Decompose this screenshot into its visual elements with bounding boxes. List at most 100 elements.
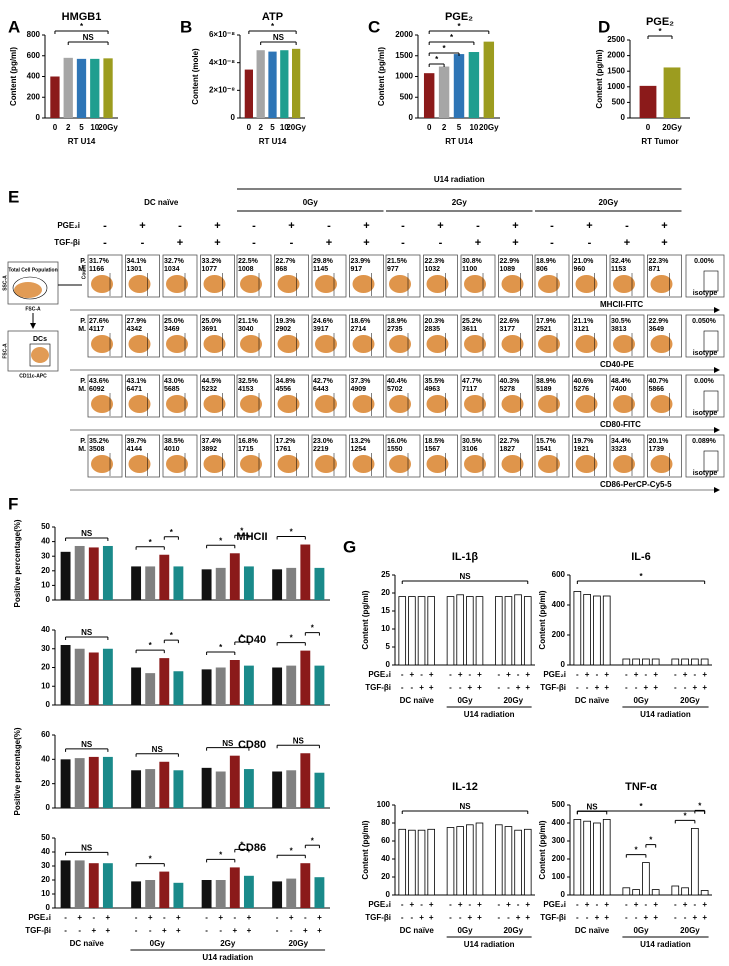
sign: + (702, 683, 707, 692)
percent-label: 20.3% (425, 318, 446, 325)
y-tick-label: 1500 (395, 51, 413, 60)
sign: - (517, 670, 520, 679)
percent-label: 35.2% (89, 438, 110, 445)
bar (90, 58, 100, 118)
marker-label: CD80-FITC (600, 420, 641, 429)
y-tick-label: 20 (41, 663, 50, 672)
mfi-label: 3813 (611, 326, 627, 333)
sign: + (429, 900, 434, 909)
mfi-label: 4963 (425, 386, 441, 393)
percent-label: 31.7% (89, 258, 110, 265)
significance-label: NS (81, 529, 93, 538)
significance-label: * (240, 526, 244, 535)
mfi-label: 4556 (276, 386, 292, 393)
significance-label: * (635, 846, 639, 855)
sign: + (653, 913, 658, 922)
isotype-percent: 0.00% (694, 258, 715, 265)
bar (272, 569, 283, 600)
sign: - (205, 926, 208, 935)
y-tick-label: 300 (552, 836, 566, 845)
y-tick-label: 15 (381, 606, 390, 615)
group-label: DC naïve (575, 696, 610, 705)
mfi-label: 5276 (574, 386, 590, 393)
bar (602, 595, 611, 666)
sign: - (233, 913, 236, 922)
bar (60, 645, 71, 705)
row-label: P. (80, 378, 86, 385)
sign: + (91, 926, 96, 935)
bar (691, 828, 699, 896)
sign: - (449, 900, 452, 909)
sign: - (411, 913, 414, 922)
percent-label: 43.0% (164, 378, 185, 385)
group-label: DC naïve (400, 696, 435, 705)
sign: + (525, 913, 530, 922)
flow-cloud (240, 275, 262, 293)
bar (286, 665, 297, 705)
y-tick-label: 20 (381, 872, 390, 881)
y-axis-label: Content (mole) (191, 48, 200, 105)
percent-label: 42.7% (313, 378, 334, 385)
bar (173, 770, 184, 808)
mfi-label: 1145 (313, 266, 328, 273)
bar (466, 824, 474, 896)
group-label: 0Gy (303, 198, 319, 207)
significance-label: NS (81, 628, 93, 637)
chart-title: ATP (262, 11, 283, 23)
significance-label: * (149, 641, 153, 650)
bar (314, 877, 325, 908)
significance-label: * (149, 538, 153, 547)
mfi-label: 2902 (276, 326, 292, 333)
bar (573, 591, 582, 666)
sign: - (625, 670, 628, 679)
isotype-gate (703, 270, 719, 292)
mfi-label: 4117 (89, 326, 104, 333)
sign: + (288, 220, 294, 232)
sign: + (604, 913, 609, 922)
sign: - (401, 900, 404, 909)
bar (256, 50, 265, 118)
mfi-label: 7117 (462, 386, 477, 393)
bar (642, 862, 650, 896)
significance-label: * (170, 528, 174, 537)
group-label: DC naïve (400, 926, 435, 935)
sign: - (476, 220, 480, 232)
mfi-label: 977 (387, 266, 399, 273)
bar (272, 881, 283, 908)
bar (215, 667, 226, 705)
bar (622, 887, 631, 896)
sign: - (64, 926, 67, 935)
bar (475, 596, 484, 666)
arrow-head (714, 487, 720, 493)
sign: - (625, 220, 629, 232)
sign: - (290, 926, 293, 935)
bar (642, 658, 650, 666)
section-title: U14 radiation (434, 175, 485, 184)
sign: + (410, 900, 415, 909)
arrow-head (714, 427, 720, 433)
flow-cloud (315, 455, 337, 473)
sign: - (576, 670, 579, 679)
group-label: 20Gy (598, 198, 618, 207)
sign: + (214, 220, 220, 232)
y-tick-label: 400 (552, 818, 566, 827)
panel-label: B (180, 17, 192, 36)
bar (483, 41, 495, 118)
significance-label: * (149, 855, 153, 864)
percent-label: 21.1% (574, 318, 595, 325)
y-axis-label: Content (pg/ml) (361, 590, 370, 649)
significance-label: * (649, 836, 653, 845)
sign: - (497, 670, 500, 679)
gate (12, 276, 48, 300)
sign: - (327, 220, 331, 232)
bar (691, 658, 699, 666)
chart-title: IL-6 (631, 551, 651, 563)
sign: + (363, 220, 369, 232)
flow-cloud (501, 335, 524, 353)
sign: + (477, 913, 482, 922)
y-tick-label: 400 (27, 72, 41, 81)
mfi-label: 806 (536, 266, 548, 273)
y-tick-label: 600 (552, 570, 566, 579)
sign: + (634, 900, 639, 909)
bar (131, 566, 142, 600)
